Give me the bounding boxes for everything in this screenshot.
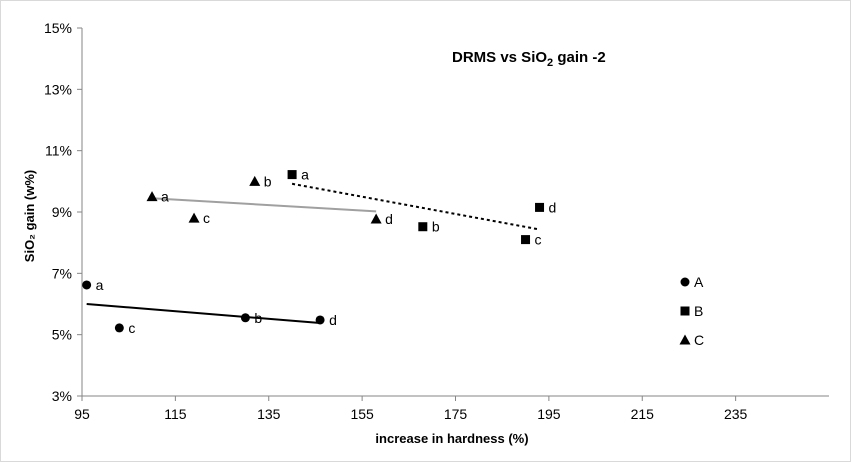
- point-b-b: [418, 222, 428, 232]
- x-axis-title: increase in hardness (%): [375, 431, 528, 446]
- point-label-c-b: b: [264, 173, 272, 189]
- y-tick-label: 13%: [44, 81, 72, 97]
- y-tick-label: 9%: [52, 204, 72, 220]
- x-tick-label: 215: [631, 406, 655, 422]
- point-label-b-b: b: [432, 219, 440, 235]
- axes: [77, 27, 829, 401]
- y-axis-title: SiO₂ gain (w%): [22, 170, 37, 262]
- x-tick-label: 235: [724, 406, 748, 422]
- trendlines: [86, 182, 540, 325]
- point-label-b-a: a: [301, 167, 309, 183]
- point-label-a-a: a: [96, 277, 104, 293]
- trendline-a: [86, 303, 321, 325]
- data-points: a b c d a b c d a b c d: [82, 167, 556, 336]
- x-tick-label: 115: [164, 406, 187, 422]
- x-tick-label: 95: [74, 406, 90, 422]
- point-label-a-c: c: [128, 320, 135, 336]
- point-c-c: [188, 212, 200, 223]
- legend-label-c: C: [694, 332, 704, 348]
- tick-labels: 95 115 135 155 175 195 215 235 3% 5% 7% 9% 11% 13% 15%: [44, 20, 748, 422]
- point-a-d: [315, 315, 325, 325]
- point-a-b: [240, 313, 250, 323]
- legend: ABC: [679, 274, 704, 348]
- y-tick-label: 7%: [52, 265, 72, 281]
- x-tick-label: 135: [257, 406, 281, 422]
- y-tick-label: 5%: [52, 327, 72, 343]
- x-tick-label: 175: [444, 406, 468, 422]
- legend-label-b: B: [694, 303, 703, 319]
- point-b-a: [287, 170, 297, 180]
- y-tick-label: 3%: [52, 388, 72, 404]
- legend-marker-c: [679, 334, 691, 345]
- point-c-a: [146, 191, 158, 202]
- trendline-c: [151, 197, 377, 213]
- point-label-a-d: d: [329, 312, 337, 328]
- x-tick-label: 195: [537, 406, 561, 422]
- legend-marker-a: [680, 277, 690, 287]
- y-tick-label: 11%: [45, 143, 72, 159]
- point-label-b-d: d: [549, 199, 557, 215]
- legend-label-a: A: [694, 274, 704, 290]
- point-label-b-c: c: [535, 232, 542, 248]
- point-a-a: [82, 280, 92, 290]
- point-b-d: [535, 202, 545, 212]
- legend-marker-b: [680, 306, 690, 316]
- point-label-c-a: a: [161, 189, 169, 205]
- chart-title: DRMS vs SiO2 gain -2: [452, 49, 606, 69]
- point-c-d: [370, 213, 382, 224]
- point-a-c: [114, 323, 124, 333]
- x-tick-label: 155: [350, 406, 374, 422]
- y-tick-label: 15%: [44, 20, 72, 36]
- point-b-c: [521, 235, 531, 245]
- point-label-c-c: c: [203, 210, 210, 226]
- point-label-c-d: d: [385, 211, 393, 227]
- point-label-a-b: b: [254, 310, 262, 326]
- point-c-b: [249, 175, 261, 186]
